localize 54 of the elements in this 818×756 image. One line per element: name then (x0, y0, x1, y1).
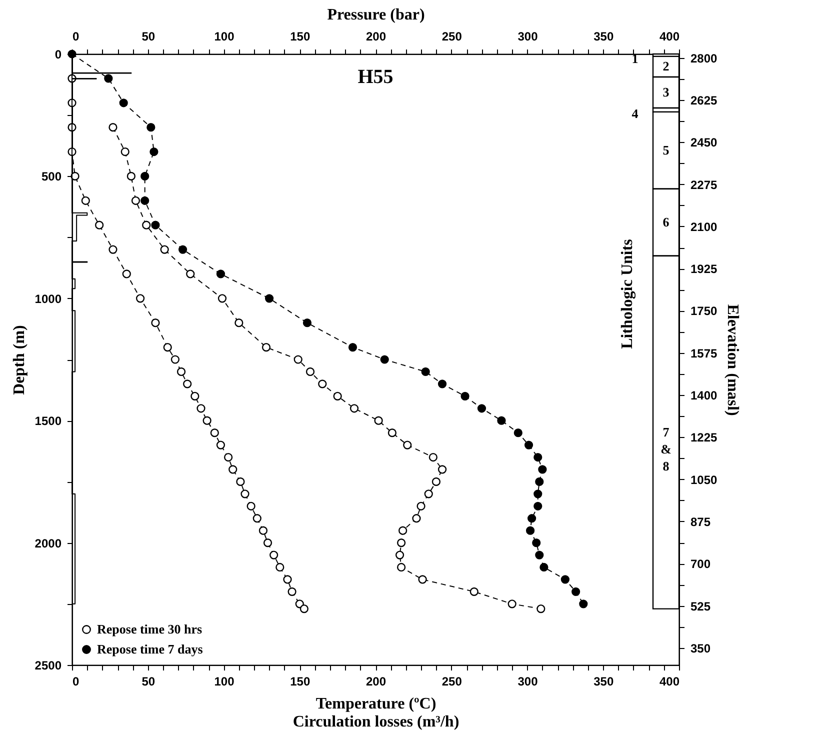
x-tick-label: 0 (72, 674, 80, 688)
y-tick-label: 2000 (34, 536, 62, 550)
x2-tick-label: 350 (594, 30, 614, 44)
y-tick-label: 1500 (34, 414, 62, 428)
y2-tick-label: 875 (690, 514, 711, 529)
x2-tick-label: 250 (442, 30, 462, 44)
x2-tick-label: 100 (214, 30, 235, 44)
x2-tick-label: 150 (290, 30, 310, 44)
x-tick-label: 250 (442, 674, 462, 688)
y-axis-title: Depth (m) (10, 325, 28, 395)
y-tick-label: 1000 (34, 292, 62, 306)
x-tick-label: 200 (366, 674, 386, 688)
y2-tick-label: 2625 (690, 94, 718, 108)
y2-tick-label: 1050 (690, 472, 718, 487)
band-label: 5 (662, 142, 670, 158)
x-tick-label: 350 (594, 674, 614, 688)
legend-label: Repose time 7 days (97, 642, 203, 656)
y2-tick-label: 1575 (690, 346, 718, 360)
y2-tick-label: 2800 (690, 51, 718, 66)
x-tick-label: 150 (290, 674, 310, 688)
y-tick-label: 500 (41, 170, 62, 184)
band-label: 4 (632, 106, 639, 121)
y2-tick-label: 2275 (690, 178, 718, 192)
x-tick-label: 100 (214, 674, 235, 688)
x2-tick-label: 400 (659, 30, 680, 44)
x2-tick-label: 300 (518, 30, 538, 44)
y2-tick-label: 1925 (690, 262, 718, 276)
y2-tick-label: 2100 (690, 220, 718, 234)
y2-tick-label: 1400 (690, 388, 718, 403)
legend-label: Repose time 30 hrs (97, 622, 202, 636)
y2-tick-label: 525 (690, 599, 711, 614)
x-tick-label: 400 (659, 674, 680, 688)
y2-tick-label: 2450 (690, 136, 718, 150)
y2-tick-label: 350 (690, 641, 711, 656)
y-tick-label: 0 (54, 48, 62, 62)
band-label: 2 (662, 58, 670, 74)
text: H55 (358, 66, 394, 88)
band-label: 6 (662, 214, 670, 230)
band-label: 1 (632, 51, 638, 66)
x-tick-label: 50 (142, 674, 156, 688)
y2-tick-label: 700 (690, 557, 711, 572)
x2-tick-label: 200 (366, 30, 386, 44)
band-label: 3 (662, 84, 670, 100)
y-tick-label: 2500 (34, 658, 62, 672)
x-tick-label: 300 (518, 674, 538, 688)
x-axis-title: Temperature (ºC) Circulation losses (m³/h) (292, 696, 460, 730)
x2-tick-label: 0 (72, 30, 80, 44)
y2-axis-title: Elevation (masl) (724, 304, 742, 416)
band-label: 7 & 8 (660, 424, 672, 474)
y2-tick-label: 1225 (690, 430, 718, 445)
x2-tick-label: 50 (142, 30, 156, 44)
annotation: Lithologic Units (619, 239, 636, 349)
x2-axis-title: Pressure (bar) (327, 6, 425, 24)
y2-tick-label: 1750 (690, 304, 718, 318)
